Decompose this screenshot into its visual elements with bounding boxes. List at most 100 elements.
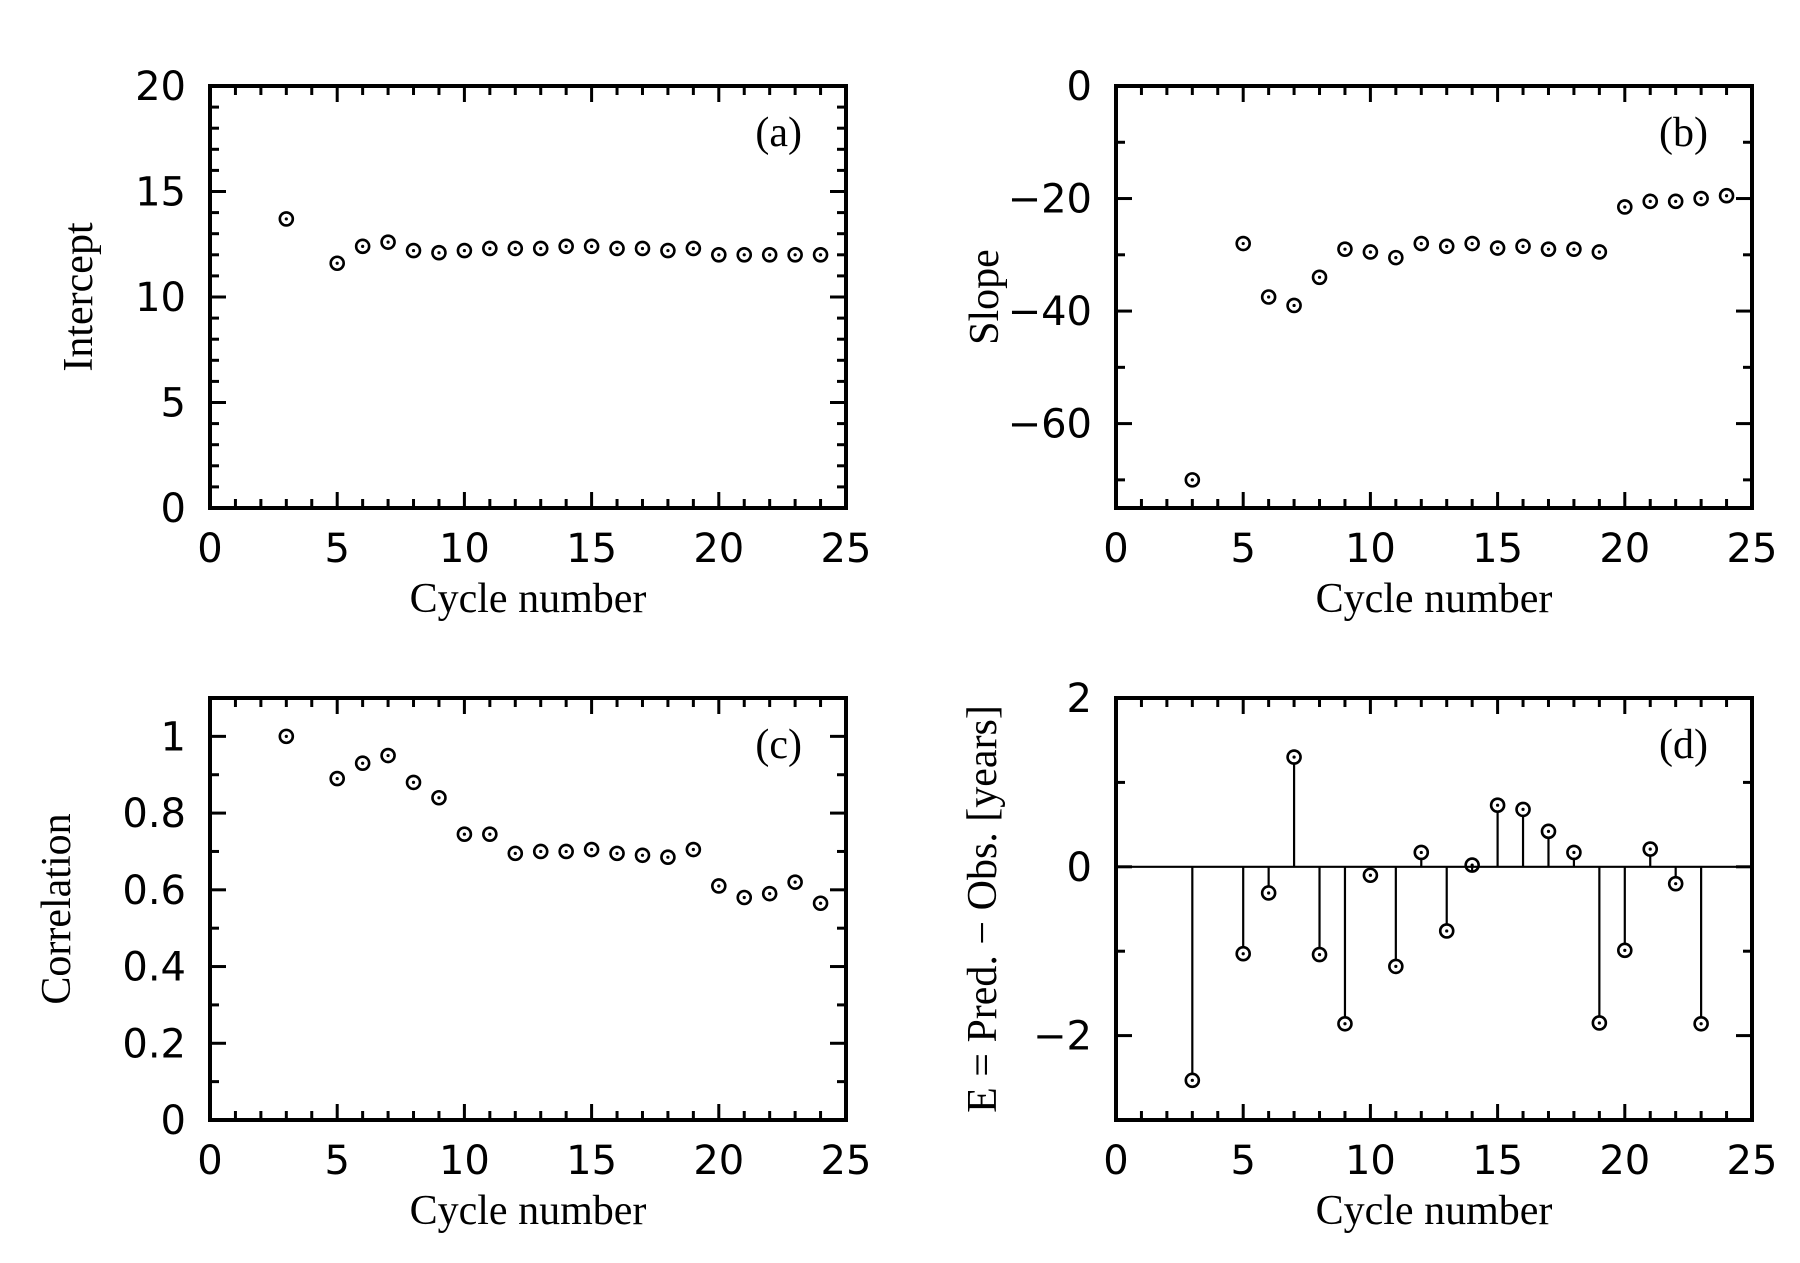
data-point [1311, 946, 1328, 963]
plot-frame [208, 696, 848, 1122]
data-point [354, 238, 371, 255]
data-point-ring [1693, 1015, 1709, 1032]
data-point-center [768, 892, 772, 896]
data-point-ring [431, 244, 447, 261]
data-point-ring [634, 240, 651, 257]
data-point [1718, 187, 1735, 204]
data-point-ring [354, 238, 371, 255]
x-axis-title: Cycle number [410, 1188, 647, 1234]
data-point [634, 847, 651, 864]
data-point [1235, 235, 1251, 252]
data-point-ring [1362, 244, 1379, 260]
data-point [1438, 923, 1455, 939]
x-tick-label: 10 [1345, 526, 1396, 572]
data-point [1591, 1015, 1608, 1031]
data-point [660, 849, 676, 866]
data-point [736, 247, 753, 263]
data-point-ring [1286, 297, 1302, 314]
x-tick-label: 5 [324, 1138, 349, 1184]
data-point-ring [380, 234, 396, 250]
data-point-ring [507, 845, 524, 862]
data-point-center [1419, 850, 1423, 855]
x-tick-label: 20 [693, 1138, 744, 1184]
data-point-center [513, 246, 517, 251]
data-point [1642, 841, 1659, 857]
x-tick-label: 0 [197, 526, 222, 572]
data-point-ring [1566, 241, 1582, 257]
x-tick-label: 5 [324, 526, 349, 572]
data-point-ring [736, 247, 753, 263]
data-point-center [488, 832, 492, 836]
data-point-center [462, 248, 466, 253]
data-point-ring [1235, 945, 1251, 962]
data-point-center [1368, 250, 1372, 254]
data-point-center [768, 253, 772, 257]
data-point-ring [482, 826, 498, 842]
data-point [1693, 190, 1709, 207]
data-point-center [1546, 247, 1551, 251]
panel-a-intercept: 0 5 10 15 20 25 0 5 10 15 20 Cycle number Intercept (… [56, 64, 871, 622]
data-point-ring [1337, 241, 1353, 257]
data-point-ring [380, 747, 396, 764]
data-point [278, 728, 295, 745]
x-tick-label: 5 [1230, 1138, 1255, 1184]
data-point-center [1597, 1021, 1601, 1025]
data-point-center [1572, 247, 1576, 251]
data-point [736, 889, 753, 906]
data-point [405, 774, 422, 791]
y-tick-label: 15 [135, 170, 186, 216]
data-point-center [1724, 194, 1729, 198]
data-point [1260, 289, 1277, 305]
x-tick-label: 20 [1599, 526, 1650, 572]
data-point-center [284, 734, 288, 738]
data-point-ring [1235, 235, 1251, 252]
data-point-ring [482, 240, 498, 257]
data-point-ring [1718, 187, 1735, 204]
data-point [1260, 885, 1277, 901]
data-point [507, 845, 524, 862]
data-point-center [386, 240, 390, 244]
data-point [1642, 193, 1659, 210]
data-point-center [1496, 246, 1500, 250]
data-point [1311, 269, 1328, 286]
data-point-ring [354, 755, 371, 772]
data-point-ring [431, 789, 447, 806]
data-point-center [691, 847, 695, 852]
data-point-center [793, 880, 797, 884]
data-point-ring [1489, 797, 1506, 813]
data-point [787, 247, 803, 263]
x-tick-label: 0 [1103, 526, 1128, 572]
data-point [1337, 1015, 1353, 1032]
data-point-ring [1184, 472, 1201, 488]
data-point-center [1699, 196, 1703, 201]
data-point-center [437, 796, 441, 800]
data-point [1464, 235, 1480, 252]
data-point [1693, 1015, 1709, 1032]
data-point [456, 826, 473, 842]
data-point-ring [1286, 749, 1302, 765]
data-point-center [1445, 244, 1449, 248]
data-point-center [793, 253, 797, 257]
x-tick-label: 25 [1727, 1138, 1778, 1184]
data-point-ring [787, 874, 803, 890]
plot-frame [208, 84, 848, 510]
data-point-center [1597, 250, 1601, 254]
data-point-center [1241, 241, 1245, 246]
y-tick-label: 0.2 [122, 1021, 186, 1067]
data-point-center [818, 253, 823, 257]
data-point [1591, 244, 1608, 260]
y-tick-label: 1 [161, 714, 186, 760]
data-point [1362, 244, 1379, 260]
data-point-ring [685, 841, 702, 858]
data-point [329, 255, 346, 272]
data-point-center [335, 261, 339, 265]
data-point-ring [1591, 244, 1608, 260]
data-point [1413, 844, 1430, 861]
data-point [558, 238, 574, 255]
y-tick-label: 10 [135, 275, 186, 321]
data-point-center [1394, 964, 1398, 968]
y-tick-label: −20 [1008, 177, 1092, 223]
data-point-ring [736, 889, 753, 906]
data-point-center [1470, 241, 1474, 246]
data-point [431, 244, 447, 261]
